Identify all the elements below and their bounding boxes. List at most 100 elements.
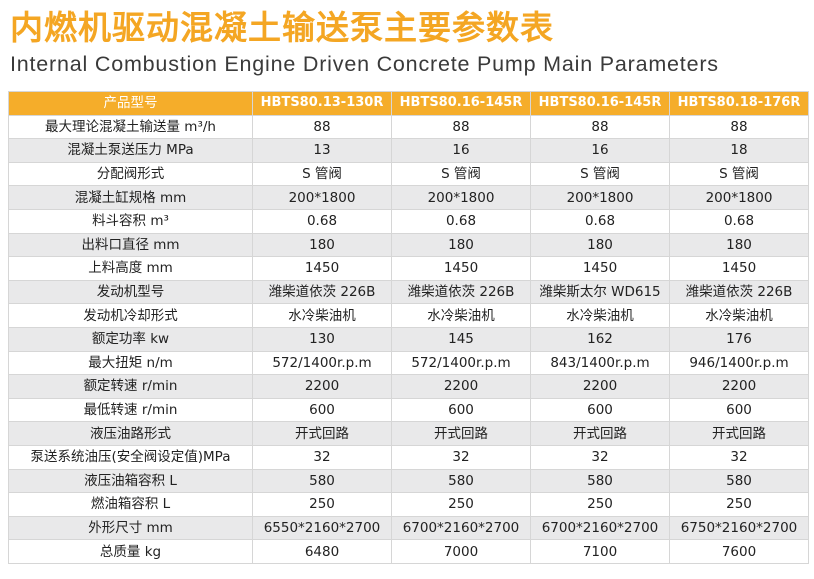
value-cell: 145 [391, 326, 531, 352]
table-row: 外形尺寸 mm 6550*2160*2700 6700*2160*2700 6700*… [8, 515, 809, 541]
row-label-cell: 额定功率 kw [8, 326, 253, 352]
value-cell: 580 [530, 468, 670, 494]
table-row: 燃油箱容积 L 250 250 250 250 [8, 492, 809, 517]
page-title-english: Internal Combustion Engine Driven Concre… [10, 52, 719, 76]
value-cell: 250 [669, 492, 809, 517]
value-cell: 1450 [252, 256, 392, 281]
table-row: 液压油箱容积 L 580 580 580 580 [8, 468, 809, 494]
value-cell: 水冷柴油机 [252, 303, 392, 328]
value-cell: 130 [252, 326, 392, 352]
table-row: 最大扭矩 n/m 572/1400r.p.m 572/1400r.p.m 843/14… [8, 350, 809, 376]
row-label-cell: 混凝土泵送压力 MPa [8, 138, 253, 163]
header-cell-model: HBTS80.13-130R [252, 91, 392, 116]
value-cell: 18 [669, 138, 809, 163]
value-cell: 0.68 [252, 208, 392, 234]
value-cell: S 管阀 [669, 161, 809, 187]
header-cell-model: HBTS80.16-145R [391, 91, 531, 116]
table-row: 发动机型号 潍柴道依茨 226B 潍柴道依茨 226B 潍柴斯太尔 WD615 潍柴道依… [8, 279, 809, 305]
value-cell: 600 [391, 397, 531, 423]
value-cell: 32 [391, 444, 531, 470]
header-cell-model: HBTS80.18-176R [669, 91, 809, 116]
table-row: 分配阀形式 S 管阀 S 管阀 S 管阀 S 管阀 [8, 161, 809, 187]
table-row: 上料高度 mm 1450 1450 1450 1450 [8, 256, 809, 281]
value-cell: 843/1400r.p.m [530, 350, 670, 376]
value-cell: 16 [391, 138, 531, 163]
table-row: 额定转速 r/min 2200 2200 2200 2200 [8, 374, 809, 399]
parameters-table: 产品型号 HBTS80.13-130R HBTS80.16-145R HBTS8… [8, 91, 809, 564]
row-label-cell: 出料口直径 mm [8, 232, 253, 258]
value-cell: 6750*2160*2700 [669, 515, 809, 541]
table-row: 最低转速 r/min 600 600 600 600 [8, 397, 809, 423]
value-cell: 180 [391, 232, 531, 258]
value-cell: 88 [669, 114, 809, 140]
table-row: 发动机冷却形式 水冷柴油机 水冷柴油机 水冷柴油机 水冷柴油机 [8, 303, 809, 328]
value-cell: 潍柴道依茨 226B [391, 279, 531, 305]
value-cell: 162 [530, 326, 670, 352]
value-cell: 6550*2160*2700 [252, 515, 392, 541]
value-cell: 水冷柴油机 [669, 303, 809, 328]
value-cell: 潍柴斯太尔 WD615 [530, 279, 670, 305]
row-label-cell: 最大理论混凝土输送量 m³/h [8, 114, 253, 140]
table-row: 额定功率 kw 130 145 162 176 [8, 326, 809, 352]
row-label-cell: 额定转速 r/min [8, 374, 253, 399]
table-row: 料斗容积 m³ 0.68 0.68 0.68 0.68 [8, 208, 809, 234]
value-cell: 32 [252, 444, 392, 470]
value-cell: 88 [391, 114, 531, 140]
value-cell: 7100 [530, 539, 670, 564]
value-cell: 0.68 [669, 208, 809, 234]
row-label-cell: 料斗容积 m³ [8, 208, 253, 234]
value-cell: 潍柴道依茨 226B [669, 279, 809, 305]
table-row: 最大理论混凝土输送量 m³/h 88 88 88 88 [8, 114, 809, 140]
value-cell: 潍柴道依茨 226B [252, 279, 392, 305]
value-cell: 6700*2160*2700 [391, 515, 531, 541]
value-cell: 0.68 [391, 208, 531, 234]
value-cell: 180 [252, 232, 392, 258]
value-cell: 水冷柴油机 [530, 303, 670, 328]
value-cell: 开式回路 [669, 421, 809, 446]
header-cell-model: HBTS80.16-145R [530, 91, 670, 116]
value-cell: 600 [530, 397, 670, 423]
value-cell: 7600 [669, 539, 809, 564]
value-cell: 7000 [391, 539, 531, 564]
table-row: 混凝土泵送压力 MPa 13 16 16 18 [8, 138, 809, 163]
row-label-cell: 上料高度 mm [8, 256, 253, 281]
table-row: 出料口直径 mm 180 180 180 180 [8, 232, 809, 258]
value-cell: 250 [391, 492, 531, 517]
table-row: 液压油路形式 开式回路 开式回路 开式回路 开式回路 [8, 421, 809, 446]
value-cell: 200*1800 [669, 185, 809, 210]
row-label-cell: 混凝土缸规格 mm [8, 185, 253, 210]
table-header-row: 产品型号 HBTS80.13-130R HBTS80.16-145R HBTS8… [8, 91, 809, 116]
value-cell: 开式回路 [391, 421, 531, 446]
row-label-cell: 液压油箱容积 L [8, 468, 253, 494]
value-cell: 16 [530, 138, 670, 163]
row-label-cell: 燃油箱容积 L [8, 492, 253, 517]
value-cell: 0.68 [530, 208, 670, 234]
value-cell: 开式回路 [252, 421, 392, 446]
value-cell: 200*1800 [252, 185, 392, 210]
row-label-cell: 发动机冷却形式 [8, 303, 253, 328]
value-cell: 600 [669, 397, 809, 423]
table-row: 泵送系统油压(安全阀设定值)MPa 32 32 32 32 [8, 444, 809, 470]
value-cell: 6480 [252, 539, 392, 564]
value-cell: 600 [252, 397, 392, 423]
value-cell: 1450 [530, 256, 670, 281]
value-cell: 250 [530, 492, 670, 517]
row-label-cell: 泵送系统油压(安全阀设定值)MPa [8, 444, 253, 470]
value-cell: 946/1400r.p.m [669, 350, 809, 376]
value-cell: 572/1400r.p.m [391, 350, 531, 376]
row-label-cell: 最低转速 r/min [8, 397, 253, 423]
value-cell: 1450 [669, 256, 809, 281]
value-cell: S 管阀 [252, 161, 392, 187]
row-label-cell: 发动机型号 [8, 279, 253, 305]
value-cell: S 管阀 [391, 161, 531, 187]
value-cell: S 管阀 [530, 161, 670, 187]
value-cell: 580 [669, 468, 809, 494]
value-cell: 180 [530, 232, 670, 258]
value-cell: 88 [530, 114, 670, 140]
page-title-chinese: 内燃机驱动混凝土输送泵主要参数表 [10, 8, 554, 47]
value-cell: 2200 [530, 374, 670, 399]
value-cell: 572/1400r.p.m [252, 350, 392, 376]
value-cell: 176 [669, 326, 809, 352]
value-cell: 88 [252, 114, 392, 140]
value-cell: 200*1800 [530, 185, 670, 210]
